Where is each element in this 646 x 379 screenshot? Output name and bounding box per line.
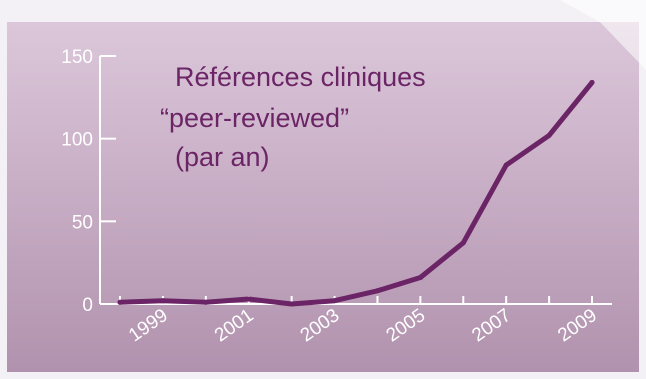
y-tick-label: 0 <box>82 295 93 316</box>
data-point <box>417 275 423 281</box>
chart-title-line-1: Références cliniques <box>175 62 426 92</box>
y-ticks: 0 50 100 150 <box>61 47 116 316</box>
series-line <box>117 80 595 307</box>
data-point <box>503 162 509 168</box>
data-point <box>117 299 123 305</box>
y-tick-label: 150 <box>61 47 93 68</box>
chart-background <box>7 22 639 372</box>
y-tick-label: 50 <box>72 212 93 233</box>
decorative-highlight <box>560 0 646 70</box>
data-point <box>546 132 552 138</box>
data-point <box>589 79 595 85</box>
chart-title-line-3: (par an) <box>175 142 270 172</box>
y-tick-label: 100 <box>61 130 93 151</box>
chart-title-line-2: “peer-reviewed” <box>160 103 349 133</box>
data-point <box>246 296 252 302</box>
data-point <box>332 298 338 304</box>
data-points <box>117 79 595 307</box>
data-point <box>374 288 380 294</box>
data-point <box>203 299 209 305</box>
data-point <box>289 301 295 307</box>
data-point <box>160 298 166 304</box>
data-point <box>460 240 466 246</box>
